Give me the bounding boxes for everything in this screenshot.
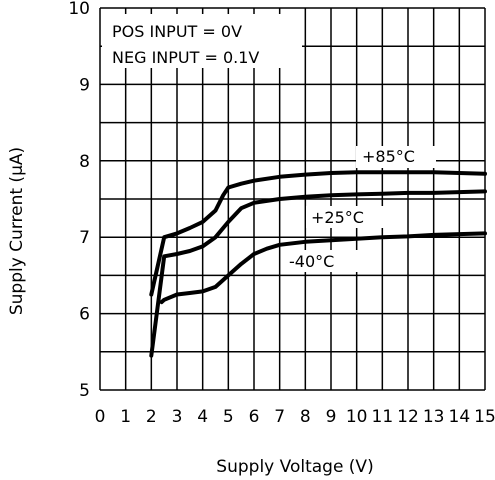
x-tick-label: 11: [372, 407, 394, 427]
x-tick-label: 1: [120, 407, 131, 427]
x-tick-label: 3: [172, 407, 183, 427]
series-curves: [149, 170, 487, 358]
y-tick-label: 5: [79, 381, 90, 401]
series-label-minus-40: -40°C: [289, 252, 334, 271]
y-tick-labels: 5 6 7 8 9 10: [68, 0, 90, 401]
y-tick-label: 9: [79, 75, 90, 95]
x-tick-label: 4: [197, 407, 208, 427]
x-tick-label: 15: [474, 407, 495, 427]
label-bg-40: [284, 250, 362, 272]
annotation-pos-input: POS INPUT = 0V: [112, 22, 242, 41]
x-tick-label: 2: [146, 407, 157, 427]
x-tick-labels: 0 1 2 3 4 5 6 7 8 9 10 11 12 13 14 15: [95, 407, 495, 427]
x-tick-label: 6: [249, 407, 260, 427]
annotation-neg-input: NEG INPUT = 0.1V: [112, 48, 259, 67]
series-label-85: +85°C: [362, 147, 415, 166]
label-bg-85: [356, 146, 436, 168]
curve-minus-40c: [159, 231, 487, 305]
x-tick-label: 12: [397, 407, 419, 427]
x-tick-label: 13: [423, 407, 445, 427]
curve-plus-85c: [149, 170, 487, 297]
x-tick-label: 10: [346, 407, 368, 427]
y-axis-title: Supply Current (μA): [7, 147, 27, 315]
x-tick-label: 14: [449, 407, 471, 427]
x-tick-label: 5: [223, 407, 234, 427]
x-axis-title: Supply Voltage (V): [216, 457, 373, 477]
x-tick-label: 7: [274, 407, 285, 427]
label-bg-25: [306, 206, 384, 228]
annotation-box: [102, 14, 302, 68]
x-tick-label: 8: [300, 407, 311, 427]
y-tick-label: 7: [79, 228, 90, 248]
x-tick-label: 9: [326, 407, 337, 427]
series-label-25: +25°C: [311, 208, 364, 227]
x-tick-label: 0: [95, 407, 106, 427]
y-tick-label: 6: [79, 305, 90, 325]
y-tick-label: 10: [68, 0, 90, 19]
y-tick-label: 8: [79, 152, 90, 172]
curve-plus-25c: [149, 189, 487, 358]
